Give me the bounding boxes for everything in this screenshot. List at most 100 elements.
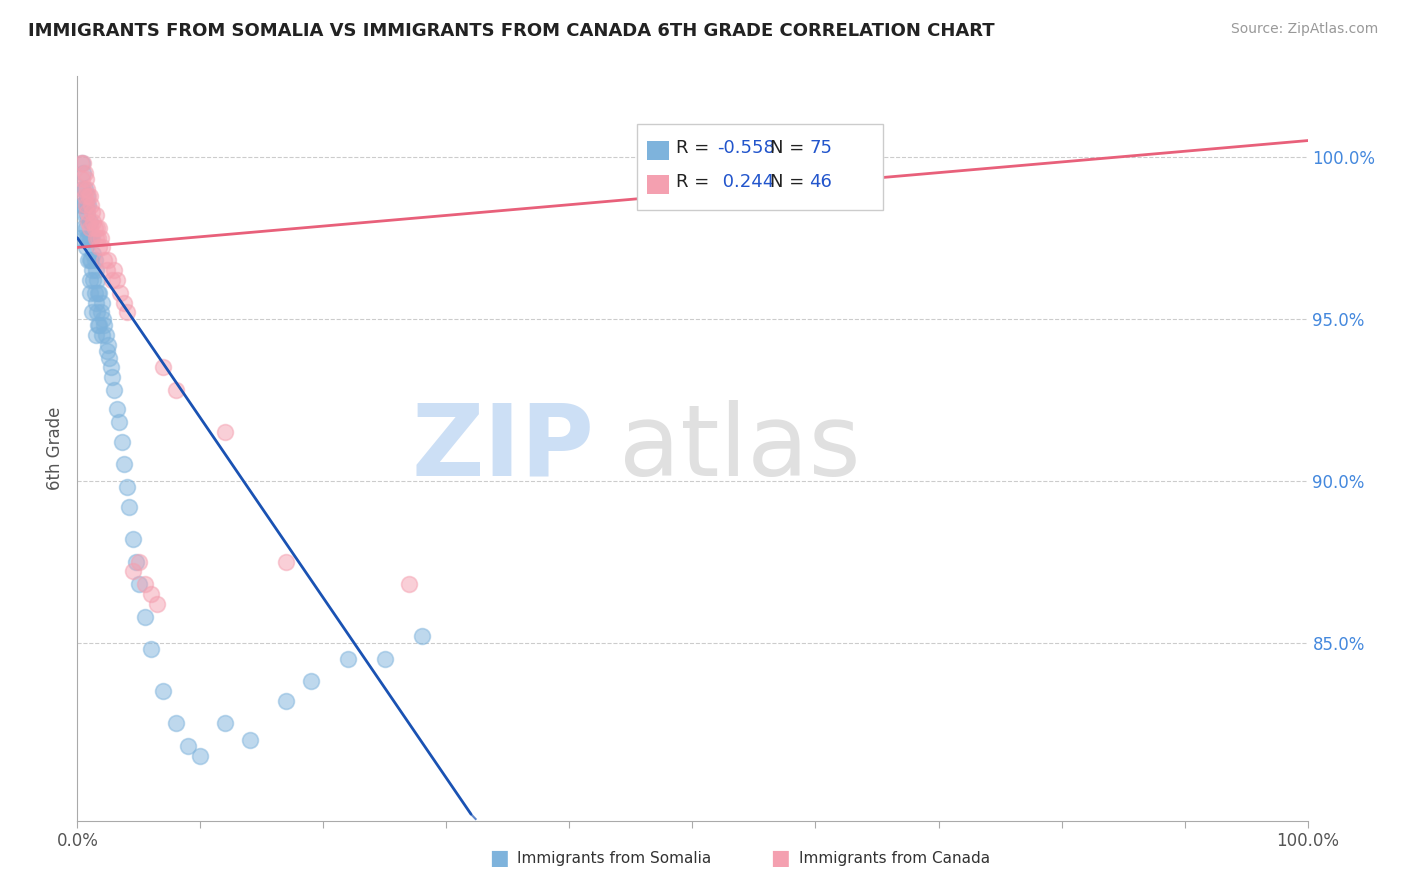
- Point: [101, 273, 124, 287]
- Point: [214, 716, 236, 731]
- Point: [82, 263, 104, 277]
- Point: [80, 231, 103, 245]
- Point: [84, 208, 107, 222]
- Point: [89, 318, 111, 333]
- Text: Source: ZipAtlas.com: Source: ZipAtlas.com: [1230, 22, 1378, 37]
- Point: [128, 577, 150, 591]
- Point: [98, 351, 121, 365]
- Point: [82, 305, 104, 319]
- Point: [77, 188, 100, 202]
- Point: [79, 285, 101, 300]
- Text: N =: N =: [770, 173, 810, 191]
- Point: [165, 716, 187, 731]
- Point: [89, 240, 111, 254]
- Point: [96, 344, 118, 359]
- Text: atlas: atlas: [619, 400, 860, 497]
- Point: [411, 629, 433, 643]
- Text: ■: ■: [770, 848, 790, 868]
- Point: [110, 285, 132, 300]
- FancyBboxPatch shape: [647, 175, 669, 194]
- Point: [82, 231, 104, 245]
- Point: [374, 651, 396, 665]
- Text: R =: R =: [676, 173, 716, 191]
- Point: [70, 156, 93, 170]
- Point: [141, 642, 163, 657]
- Point: [84, 231, 107, 245]
- Point: [75, 198, 97, 212]
- Text: N =: N =: [770, 139, 810, 157]
- Point: [75, 198, 97, 212]
- Point: [77, 214, 100, 228]
- Point: [103, 263, 125, 277]
- Point: [105, 273, 128, 287]
- Point: [80, 253, 103, 268]
- Point: [121, 532, 143, 546]
- Point: [86, 305, 108, 319]
- Point: [152, 360, 174, 375]
- Point: [86, 273, 108, 287]
- Point: [72, 182, 94, 196]
- Point: [79, 214, 101, 228]
- Point: [165, 383, 187, 397]
- Text: ■: ■: [489, 848, 509, 868]
- Point: [115, 480, 138, 494]
- Point: [73, 166, 96, 180]
- Point: [105, 402, 128, 417]
- Point: [87, 318, 110, 333]
- Point: [94, 327, 117, 342]
- Point: [77, 198, 100, 212]
- Point: [100, 360, 122, 375]
- Point: [79, 253, 101, 268]
- Text: -0.558: -0.558: [717, 139, 775, 157]
- Point: [75, 240, 97, 254]
- Point: [90, 295, 114, 310]
- FancyBboxPatch shape: [637, 124, 883, 210]
- Text: 46: 46: [810, 173, 832, 191]
- Point: [70, 172, 93, 186]
- Point: [97, 253, 120, 268]
- Point: [82, 204, 104, 219]
- Point: [73, 182, 96, 196]
- Point: [111, 434, 132, 449]
- Point: [188, 748, 212, 763]
- Point: [90, 327, 114, 342]
- Text: 75: 75: [810, 139, 832, 157]
- Point: [72, 156, 94, 170]
- Point: [276, 555, 298, 569]
- Point: [276, 694, 298, 708]
- Point: [76, 231, 98, 245]
- Text: 0.244: 0.244: [717, 173, 775, 191]
- Point: [77, 253, 100, 268]
- Point: [82, 214, 104, 228]
- Point: [83, 285, 105, 300]
- Point: [89, 285, 111, 300]
- Point: [79, 273, 101, 287]
- Point: [115, 305, 138, 319]
- Point: [70, 156, 93, 170]
- Point: [87, 285, 110, 300]
- Point: [118, 500, 141, 514]
- Point: [79, 231, 101, 245]
- Point: [90, 305, 112, 319]
- Point: [128, 555, 150, 569]
- Point: [72, 221, 94, 235]
- Point: [84, 327, 107, 342]
- Point: [76, 204, 98, 219]
- Point: [79, 188, 101, 202]
- Point: [134, 609, 156, 624]
- Point: [77, 231, 100, 245]
- Point: [89, 221, 111, 235]
- Point: [76, 188, 98, 202]
- Text: IMMIGRANTS FROM SOMALIA VS IMMIGRANTS FROM CANADA 6TH GRADE CORRELATION CHART: IMMIGRANTS FROM SOMALIA VS IMMIGRANTS FR…: [28, 22, 995, 40]
- Point: [83, 221, 105, 235]
- Point: [134, 577, 156, 591]
- Point: [73, 188, 96, 202]
- Text: Immigrants from Canada: Immigrants from Canada: [799, 851, 990, 865]
- Point: [96, 263, 118, 277]
- Point: [146, 597, 169, 611]
- Point: [83, 253, 105, 268]
- Point: [101, 370, 124, 384]
- Point: [93, 253, 115, 268]
- Text: Immigrants from Somalia: Immigrants from Somalia: [517, 851, 711, 865]
- Point: [337, 651, 360, 665]
